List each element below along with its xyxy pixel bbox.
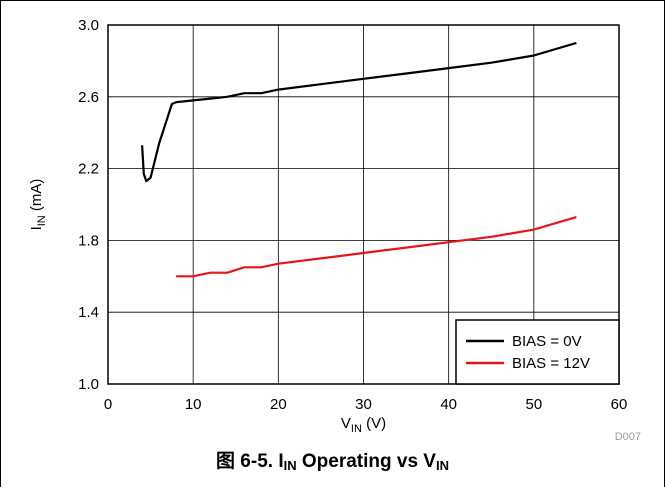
x-tick-label: 30 (355, 396, 372, 413)
y-tick-label: 1.0 (78, 376, 99, 393)
top-border (0, 0, 665, 1)
x-axis-label-suffix: (V) (362, 415, 386, 432)
caption-middle: Operating vs V (296, 451, 436, 472)
y-tick-label: 2.2 (78, 161, 99, 178)
x-tick-label: 0 (104, 396, 112, 413)
legend: BIAS = 0V BIAS = 12V (455, 319, 620, 385)
legend-box (455, 319, 620, 385)
caption-sub-2: IN (435, 458, 449, 473)
legend-label: BIAS = 0V (512, 333, 582, 350)
y-tick-label: 1.4 (78, 304, 99, 321)
grid-lines (108, 25, 619, 384)
y-axis-label-main: I (28, 226, 45, 230)
plot-area-border (107, 24, 620, 385)
y-tick-label: 3.0 (78, 17, 99, 34)
caption-prefix: 图 6-5. I (216, 451, 284, 472)
line-chart: 0 10 20 30 40 50 60 1.01.41.82.22.63.0 VIN (V)… (28, 17, 641, 440)
series-line (176, 216, 577, 278)
x-tick-label: 60 (611, 396, 628, 413)
legend-label: BIAS = 12V (512, 355, 590, 372)
caption-sub-1: IN (283, 458, 297, 473)
x-axis-label-main: V (341, 415, 351, 432)
x-tick-label: 20 (270, 396, 287, 413)
series-layer (141, 41, 577, 278)
x-tick-label: 10 (185, 396, 202, 413)
y-axis-label-sub: IN (36, 215, 48, 226)
figure-id-watermark: D007 (615, 431, 641, 440)
y-tick-label: 1.8 (78, 232, 99, 249)
series-line (141, 41, 577, 183)
figure-caption: 图 6-5. IIN Operating vs VIN (0, 446, 665, 473)
y-axis-label: IIN (mA) (28, 179, 48, 231)
x-tick-label: 50 (525, 396, 542, 413)
x-tick-label: 40 (440, 396, 457, 413)
y-axis-label-suffix: (mA) (28, 179, 45, 216)
x-tick-labels: 0 10 20 30 40 50 60 (104, 396, 628, 413)
x-axis-label: VIN (V) (341, 415, 386, 435)
y-tick-labels: 1.0 1.4 1.8 2.2 2.6 3.0 (78, 17, 99, 393)
y-tick-label: 2.6 (78, 89, 99, 106)
x-axis-label-sub: IN (351, 423, 362, 435)
